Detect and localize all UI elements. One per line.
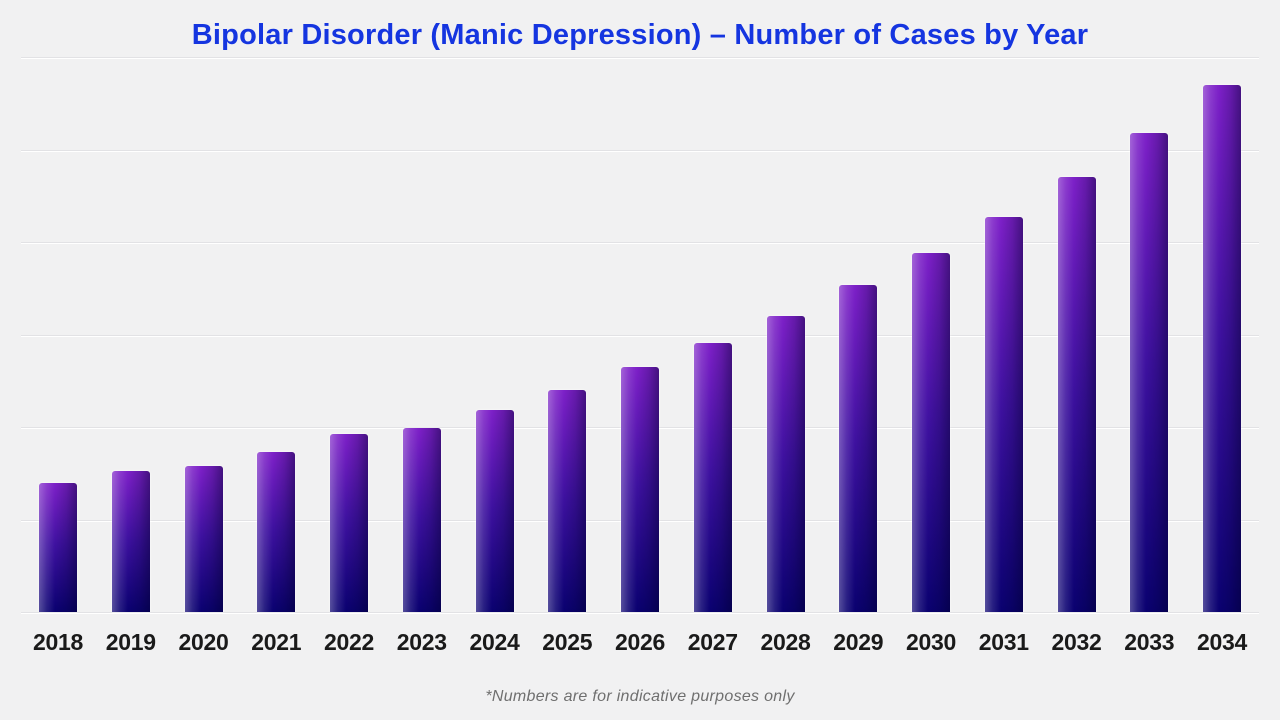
bar-2024 — [475, 410, 514, 612]
bar-2026 — [621, 366, 659, 612]
x-tick-label-2018: 2018 — [33, 629, 83, 655]
x-axis-labels: 2018 2019 2020 2021 2022 2023 2024 2025 2026 2027… — [21, 629, 1259, 656]
bar-cell — [538, 57, 596, 612]
bar-2022 — [330, 434, 368, 612]
x-tick-label-2021: 2021 — [251, 629, 302, 655]
bar-cell — [175, 57, 233, 612]
x-tick-label-2028: 2028 — [760, 629, 811, 655]
x-tick-label-2029: 2029 — [833, 629, 884, 655]
x-tick-label-2027: 2027 — [687, 629, 738, 655]
x-tick-label-2022: 2022 — [324, 629, 374, 655]
chart-title: Bipolar Disorder (Manic Depression) – Nu… — [191, 19, 1089, 51]
bars-row — [21, 57, 1259, 612]
plot-area — [21, 57, 1259, 613]
bar-2028 — [766, 316, 805, 612]
bar-cell — [1120, 57, 1178, 612]
bar-cell — [247, 57, 305, 612]
x-tick-label-2023: 2023 — [396, 629, 447, 655]
bar-2030 — [912, 253, 950, 612]
bar-2031 — [984, 217, 1023, 612]
bar-cell — [320, 57, 378, 612]
bar-2032 — [1057, 177, 1096, 612]
bar-2020 — [184, 465, 223, 612]
bar-cell — [829, 57, 887, 612]
bar-2023 — [402, 427, 441, 612]
x-tick-label-2020: 2020 — [178, 629, 229, 655]
x-tick-label-2030: 2030 — [906, 629, 956, 655]
x-tick-label-2024: 2024 — [469, 629, 520, 655]
x-tick-label-2033: 2033 — [1124, 629, 1175, 655]
bar-2021 — [257, 451, 296, 612]
bar-2033 — [1130, 132, 1169, 612]
bar-cell — [466, 57, 524, 612]
bar-cell — [684, 57, 742, 612]
bar-2029 — [839, 285, 878, 612]
x-tick-label-2025: 2025 — [542, 629, 593, 655]
bar-cell — [975, 57, 1033, 612]
x-tick-label-2034: 2034 — [1197, 629, 1247, 655]
bar-cell — [102, 57, 160, 612]
bar-cell — [611, 57, 669, 612]
bar-cell — [757, 57, 815, 612]
bar-cell — [29, 57, 87, 612]
footnote: *Numbers are for indicative purposes onl… — [485, 688, 795, 705]
gridline — [21, 57, 1259, 58]
bar-cell — [1048, 57, 1106, 612]
x-tick-label-2032: 2032 — [1051, 629, 1102, 655]
gridline — [21, 242, 1259, 243]
bar-2025 — [548, 390, 587, 612]
bar-cell — [393, 57, 451, 612]
gridline — [21, 149, 1259, 151]
bar-cell — [902, 57, 960, 612]
bar-2027 — [693, 342, 732, 612]
x-tick-label-2031: 2031 — [978, 629, 1029, 655]
bar-cell — [1193, 57, 1251, 612]
bar-2018 — [39, 483, 77, 612]
bar-2034 — [1203, 84, 1241, 612]
gridline — [21, 334, 1259, 336]
gridline — [21, 612, 1259, 613]
x-tick-label-2026: 2026 — [615, 629, 665, 655]
x-tick-label-2019: 2019 — [105, 629, 156, 655]
bar-2019 — [111, 471, 150, 612]
